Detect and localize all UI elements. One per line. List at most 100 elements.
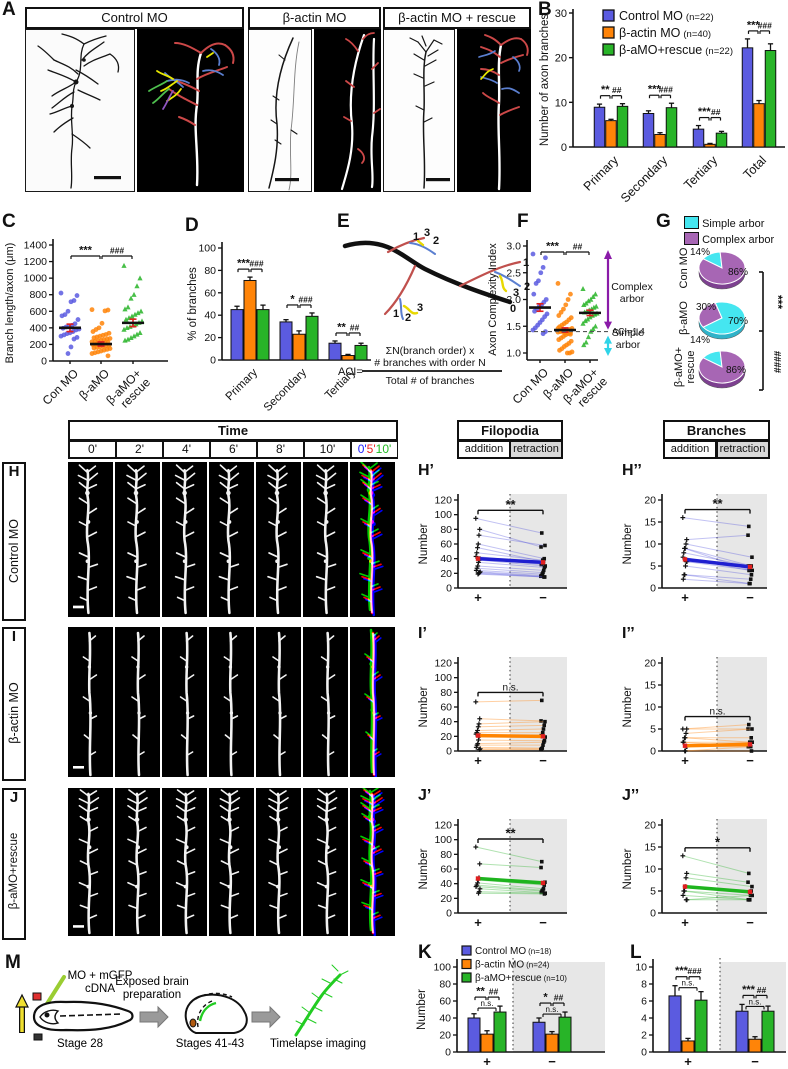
svg-text:1.0: 1.0 [506,348,521,360]
timelapse-frame [256,627,301,777]
svg-text:Number: Number [622,523,634,564]
svg-text:0: 0 [650,908,656,920]
svg-text:0: 0 [446,583,452,595]
microscopy-image-bactin [248,29,312,192]
panel-f-label: F [517,211,529,232]
svg-text:##: ## [489,987,499,997]
svg-text:##: ## [350,322,360,332]
svg-text:0: 0 [41,356,47,368]
svg-text:20: 20 [644,495,656,507]
svg-text:Number: Number [622,686,634,727]
panel-l-label: L [630,942,642,963]
svg-text:ACI=: ACI= [338,366,363,378]
svg-text:n.s.: n.s. [546,1005,559,1014]
svg-text:+: + [474,590,482,605]
branches-header: Branches [663,420,770,441]
timelapse-composite-frame [350,462,395,617]
tadpole-drawing [32,1000,134,1032]
svg-text:6: 6 [641,996,647,1008]
timelapse-frames-rescue [68,788,398,936]
svg-text:**: ** [337,321,346,333]
svg-text:###: ### [758,20,772,30]
svg-text:−: − [751,1054,759,1069]
row-j-label: β-aMO+rescue [8,833,20,910]
svg-text:0: 0 [641,1047,647,1059]
svg-text:Primary: Primary [581,153,622,194]
panel-e-label: E [337,211,350,232]
row-j-letter: J [9,789,19,806]
svg-text:10: 10 [644,864,656,876]
svg-text:20: 20 [644,658,656,670]
chart-branches-summary: 0246810Number***###n.s.+***##n.s.− [635,958,786,1069]
svg-text:40: 40 [439,1013,451,1025]
svg-text:Con MO: Con MO [40,366,81,407]
svg-text:200: 200 [29,339,47,351]
svg-text:20: 20 [440,893,452,905]
svg-text:0: 0 [510,303,516,315]
trace-image-control [137,29,244,192]
row-i-label: β-actin MO [7,682,21,744]
scale-bar [275,178,299,182]
timelapse-frame [303,788,348,936]
complex-arbor-label: Complex arbor [702,234,775,246]
stage2-label: Stages 41-43 [176,1038,244,1050]
svg-text:40: 40 [440,716,452,728]
svg-text:20: 20 [439,1030,451,1042]
svg-text:Primary: Primary [224,366,261,403]
row-i-letter: I [11,628,17,645]
timelapse-frame [68,627,113,777]
svg-text:####: #### [771,351,782,374]
svg-text:Simple: Simple [612,327,644,339]
trace-image-rescue [457,29,531,192]
svg-text:60: 60 [439,996,451,1008]
svg-text:*: * [543,992,548,1004]
svg-text:**: ** [505,826,516,841]
svg-text:Con MO: Con MO [678,247,690,288]
svg-text:80: 80 [440,524,452,536]
svg-text:−: − [539,915,547,930]
svg-text:###: ### [110,246,124,256]
time-header: Time [68,420,398,441]
svg-text:120: 120 [434,495,452,507]
svg-text:40: 40 [204,310,216,322]
row-j-box: J β-aMO+rescue [2,788,26,940]
svg-text:20: 20 [204,332,216,344]
time-cell: 6' [211,442,256,457]
svg-text:120: 120 [434,820,452,832]
svg-text:n.s.: n.s. [709,707,725,718]
chart-branches-rescue: 0 5 10 15 20 Number * + − [622,819,767,930]
complex-arbor-swatch [684,232,699,245]
composite-time: 0' [357,442,367,456]
svg-text:80: 80 [440,687,452,699]
svg-text:+: + [474,915,482,930]
row-i-box: I β-actin MO [2,627,26,781]
timelapse-frames-control [68,462,398,617]
svg-text:100: 100 [198,243,216,255]
svg-text:###: ### [659,85,673,95]
svg-text:***: *** [79,245,93,257]
svg-text:80: 80 [440,849,452,861]
svg-text:Total # of branches: Total # of branches [386,375,475,387]
svg-text:Number: Number [418,848,430,889]
svg-text:arbor: arbor [616,339,641,351]
svg-text:80: 80 [204,265,216,277]
timelapse-frame [68,462,113,617]
electrode-arrow-icon [15,993,29,1033]
svg-text:rescue: rescue [685,350,697,383]
timelapse-frame [209,462,254,617]
svg-text:86%: 86% [728,267,748,278]
svg-text:20: 20 [644,820,656,832]
svg-text:**: ** [505,497,516,512]
svg-text:2: 2 [641,1030,647,1042]
svg-text:20: 20 [440,731,452,743]
svg-text:+: + [483,1054,491,1069]
flow-arrow-icon [251,1005,281,1029]
panel-hp-label: H’ [418,462,434,479]
svg-text:100: 100 [434,509,452,521]
svg-text:β-actin MO(n=40): β-actin MO (n=40) [619,26,711,40]
